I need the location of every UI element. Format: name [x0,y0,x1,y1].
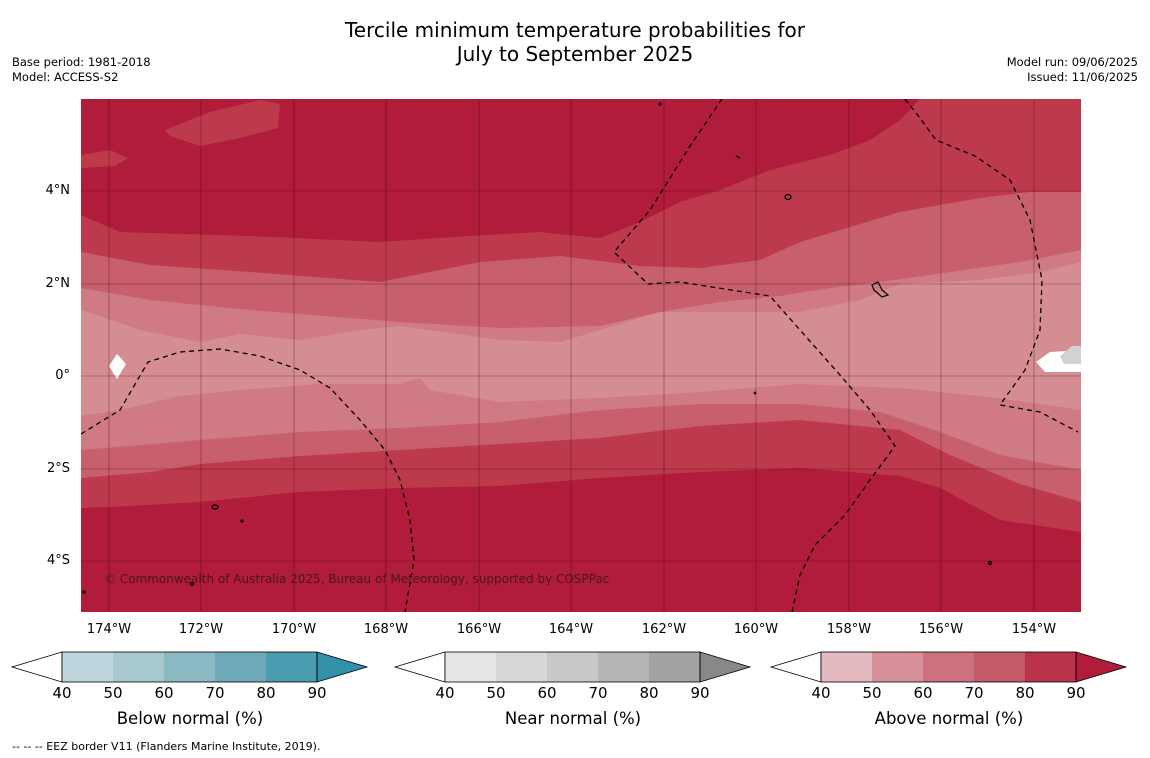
colorbar-above-frame [820,651,1077,683]
lon-label-162w: 162°W [641,622,687,637]
lat-label-4s: 4°S [46,553,70,568]
cb-near-tick-50: 50 [486,684,506,702]
credits-text: © Commonwealth of Australia 2025, Bureau… [104,572,610,586]
colorbar-above-label: Above normal (%) [874,709,1024,728]
colorbar-near-seg-1 [496,652,547,682]
lat-label-2n: 2°N [45,276,71,291]
colorbar-above [769,651,1128,683]
cb-above-tick-80: 80 [1015,684,1035,702]
colorbar-below-extend-high [316,651,369,683]
cb-above-tick-50: 50 [862,684,882,702]
colorbar-below-frame [61,651,318,683]
island-g [82,590,86,594]
map-title: Tercile minimum temperature probabilitie… [0,18,1150,66]
colorbar-above-seg-4 [1025,652,1076,682]
cb-below-tick-70: 70 [205,684,225,702]
cb-below-tick-40: 40 [52,684,72,702]
cb-above-tick-70: 70 [964,684,984,702]
colorbar-above-seg-0 [821,652,872,682]
colorbar-above-seg-2 [923,652,974,682]
cb-below-tick-90: 90 [307,684,327,702]
cb-below-tick-60: 60 [154,684,174,702]
eez-border-east [904,99,1079,433]
cb-below-tick-50: 50 [103,684,123,702]
eez-borders [81,99,1079,612]
island-e [189,581,195,587]
cb-above-tick-60: 60 [913,684,933,702]
model-run-text: Model run: 09/06/2025 [1006,55,1138,69]
colorbar-below-seg-2 [164,652,215,682]
eez-border-west [81,348,415,612]
lon-label-168w: 168°W [363,622,409,637]
model-text: Model: ACCESS-S2 [12,70,119,84]
colorbar-near-extend-high [699,651,752,683]
patch-above-80-north [165,100,280,146]
island-d [240,519,244,523]
cb-above-tick-90: 90 [1066,684,1086,702]
cb-near-tick-90: 90 [690,684,710,702]
lon-label-156w: 156°W [918,622,964,637]
lon-label-170w: 170°W [271,622,317,637]
cb-below-tick-80: 80 [256,684,276,702]
colorbar-near-seg-2 [547,652,598,682]
colorbar-below-seg-3 [215,652,266,682]
cb-near-tick-80: 80 [639,684,659,702]
island-b [871,281,890,298]
lat-label-0: 0° [55,368,70,383]
title-line-2: July to September 2025 [456,42,694,66]
title-line-1: Tercile minimum temperature probabilitie… [344,18,806,42]
island-c [211,504,219,510]
base-period-text: Base period: 1981-2018 [12,55,151,69]
lon-label-174w: 174°W [86,622,132,637]
colorbar-below [10,651,369,683]
colorbar-near-seg-4 [649,652,700,682]
colorbar-below-seg-1 [113,652,164,682]
colorbar-near-extend-low [393,651,446,683]
cb-above-tick-40: 40 [811,684,831,702]
lon-label-172w: 172°W [178,622,224,637]
island-i [753,391,757,395]
lon-label-158w: 158°W [826,622,872,637]
colorbar-near-seg-0 [445,652,496,682]
band-above-50 [81,262,1081,416]
cb-near-tick-60: 60 [537,684,557,702]
white-gap-west [109,354,126,379]
patch-above-80-northwest [81,150,128,168]
eez-footnote: -- -- -- EEZ border V11 (Flanders Marine… [12,740,321,753]
lon-label-154w: 154°W [1011,622,1057,637]
gridlines [81,99,1081,612]
issued-text: Issued: 11/06/2025 [1027,70,1138,84]
colorbar-below-label: Below normal (%) [116,709,264,728]
eez-border-fragment [735,155,741,159]
lon-label-160w: 160°W [733,622,779,637]
meta-right: Model run: 09/06/2025 Issued: 11/06/2025 [1007,55,1138,85]
colorbar-above-extend-low [769,651,822,683]
island-h [658,102,662,106]
colorbar-above-seg-3 [974,652,1025,682]
island-a [784,193,792,201]
probability-field [81,99,1081,612]
colorbar-below-seg-0 [62,652,113,682]
colorbar-near-seg-3 [598,652,649,682]
lon-label-164w: 164°W [548,622,594,637]
colorbar-below-extend-low [10,651,63,683]
gray-gap-east [1060,346,1081,364]
colorbar-above-extend-high [1075,651,1128,683]
colorbar-below-seg-4 [266,652,317,682]
colorbar-above-seg-1 [872,652,923,682]
lon-label-166w: 166°W [456,622,502,637]
islands [82,102,993,594]
cb-near-tick-70: 70 [588,684,608,702]
island-f [987,560,993,566]
lat-label-4n: 4°N [45,183,71,198]
eez-border-central [613,99,896,612]
cb-near-tick-40: 40 [435,684,455,702]
colorbar-near-label: Near normal (%) [504,709,642,728]
meta-left: Base period: 1981-2018 Model: ACCESS-S2 [12,55,151,85]
colorbar-near [393,651,752,683]
lat-label-2s: 2°S [46,461,70,476]
colorbar-near-frame [444,651,701,683]
